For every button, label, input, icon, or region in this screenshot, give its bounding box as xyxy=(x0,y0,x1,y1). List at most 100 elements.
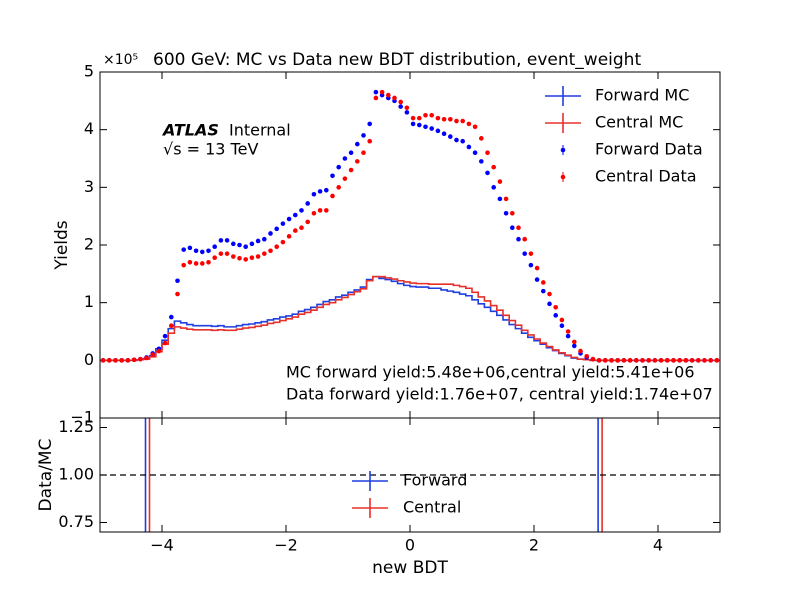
data-point xyxy=(218,251,224,256)
data-point xyxy=(423,112,428,118)
data-point xyxy=(534,277,540,282)
data-point xyxy=(324,208,329,213)
offset-label: ×10⁵ xyxy=(103,52,138,68)
data-point xyxy=(621,358,627,363)
data-point xyxy=(534,265,540,271)
data-point xyxy=(466,121,472,127)
data-point xyxy=(423,124,428,130)
data-point xyxy=(429,112,435,118)
data-point xyxy=(404,110,410,115)
data-point xyxy=(262,236,267,242)
data-point xyxy=(367,121,373,127)
y-tick-label: 3 xyxy=(84,177,94,196)
data-point xyxy=(565,329,571,334)
data-point xyxy=(646,358,651,363)
data-point xyxy=(237,242,242,248)
data-point xyxy=(138,356,143,362)
data-point xyxy=(417,122,422,128)
y-tick-label: 1.00 xyxy=(58,465,94,484)
data-point xyxy=(305,219,311,225)
data-point xyxy=(156,348,162,354)
data-point xyxy=(596,358,602,363)
data-point xyxy=(243,257,248,262)
data-point xyxy=(460,118,466,124)
x-tick-label: 4 xyxy=(653,536,663,555)
data-point xyxy=(113,358,118,363)
data-point xyxy=(497,179,503,184)
data-point xyxy=(553,313,558,318)
data-point xyxy=(162,333,168,339)
data-point xyxy=(342,156,348,161)
data-point xyxy=(330,173,335,179)
data-point xyxy=(249,255,255,260)
data-point xyxy=(355,159,360,164)
data-point xyxy=(503,196,509,202)
data-point xyxy=(286,216,292,222)
data-point xyxy=(516,225,521,230)
legend-label: Central MC xyxy=(595,113,683,132)
data-point xyxy=(361,133,366,138)
data-point xyxy=(336,164,342,170)
data-point xyxy=(144,355,149,361)
data-point xyxy=(472,124,478,130)
data-point xyxy=(361,150,366,156)
data-point xyxy=(689,358,695,363)
data-point xyxy=(485,150,490,156)
data-point xyxy=(392,95,397,101)
data-point xyxy=(243,244,248,250)
data-point xyxy=(162,340,168,346)
annotation: Data forward yield:1.76e+07, central yie… xyxy=(286,385,713,404)
data-point xyxy=(379,89,385,95)
data-point xyxy=(677,358,682,363)
data-point xyxy=(665,358,670,363)
x-tick-label: −4 xyxy=(150,536,174,555)
data-point xyxy=(224,251,230,256)
data-point xyxy=(609,358,614,363)
data-point xyxy=(559,323,565,329)
y-tick-label: 2 xyxy=(84,235,94,254)
data-point xyxy=(547,301,552,307)
data-point xyxy=(367,138,373,144)
data-point xyxy=(206,260,211,265)
data-point xyxy=(398,104,404,109)
data-point xyxy=(708,358,713,363)
data-point xyxy=(293,212,298,218)
data-point xyxy=(150,352,155,357)
y-tick-label: 0.75 xyxy=(58,512,94,531)
data-point xyxy=(553,304,558,310)
data-point xyxy=(237,255,242,261)
data-point xyxy=(398,99,404,105)
x-tick-label: 0 xyxy=(405,536,415,555)
ratio-axis-label: Data/MC xyxy=(36,439,56,512)
data-point xyxy=(181,262,186,268)
data-point xyxy=(187,260,193,265)
data-point xyxy=(510,210,515,216)
data-point xyxy=(187,245,193,251)
y-tick-label: 1.25 xyxy=(58,417,94,436)
legend-label: Forward xyxy=(403,471,467,490)
data-point xyxy=(206,248,211,254)
data-point xyxy=(572,339,577,345)
data-point xyxy=(541,280,546,285)
data-point xyxy=(200,249,205,255)
data-point xyxy=(299,225,304,230)
data-point xyxy=(491,185,497,190)
data-point xyxy=(231,254,236,259)
data-point xyxy=(497,196,503,202)
data-point xyxy=(472,150,478,156)
data-point xyxy=(435,128,441,134)
data-point xyxy=(107,358,112,363)
data-point xyxy=(559,317,565,323)
data-point xyxy=(683,358,689,363)
data-point xyxy=(479,159,484,164)
data-point xyxy=(584,353,589,359)
data-point xyxy=(255,238,261,244)
data-point xyxy=(100,358,106,363)
data-point xyxy=(435,115,441,121)
data-point xyxy=(417,115,422,121)
data-point xyxy=(528,251,534,256)
y-tick-label: 5 xyxy=(84,62,94,81)
data-point xyxy=(317,208,323,213)
